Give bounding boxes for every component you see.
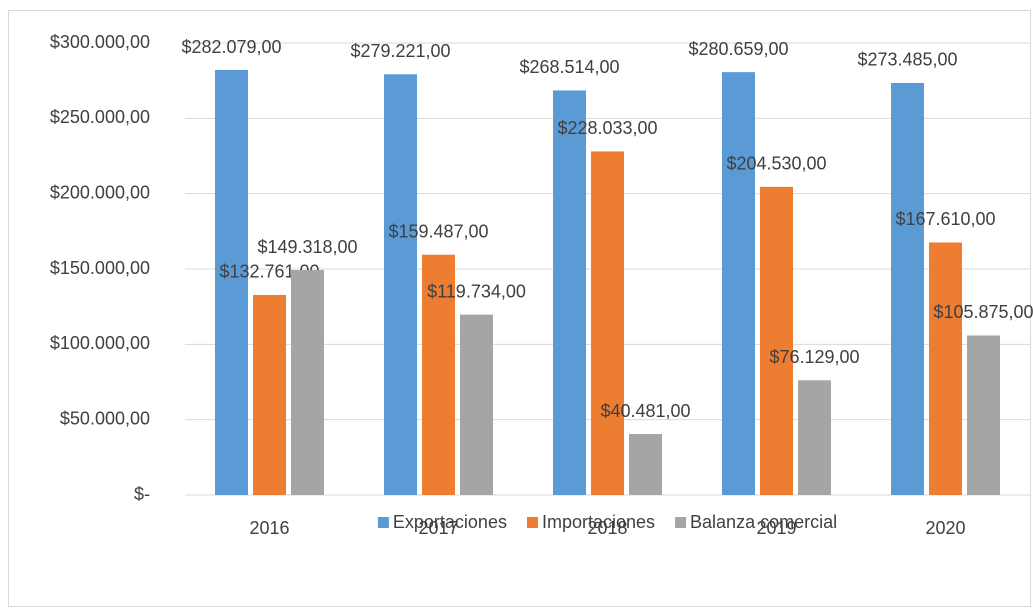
bar bbox=[929, 242, 962, 495]
y-tick-label: $50.000,00 bbox=[60, 408, 150, 428]
value-label: $268.514,00 bbox=[519, 57, 619, 77]
value-label: $167.610,00 bbox=[895, 209, 995, 229]
bar bbox=[384, 74, 417, 495]
bar bbox=[629, 434, 662, 495]
legend-label: Balanza comercial bbox=[690, 512, 837, 532]
y-tick-label: $200.000,00 bbox=[50, 182, 150, 202]
bar bbox=[891, 82, 924, 495]
value-label: $204.530,00 bbox=[726, 154, 826, 174]
bar bbox=[215, 70, 248, 495]
x-tick-label: 2017 bbox=[418, 518, 458, 538]
y-tick-label: $150.000,00 bbox=[50, 258, 150, 278]
value-label: $280.659,00 bbox=[688, 39, 788, 59]
bar bbox=[253, 294, 286, 495]
bar bbox=[422, 254, 455, 495]
value-label: $149.318,00 bbox=[257, 237, 357, 257]
bar bbox=[591, 151, 624, 495]
bar bbox=[553, 90, 586, 495]
y-tick-label: $- bbox=[134, 484, 150, 504]
bar bbox=[460, 314, 493, 495]
value-label: $279.221,00 bbox=[350, 41, 450, 61]
bar bbox=[760, 186, 793, 495]
value-label: $76.129,00 bbox=[769, 347, 859, 367]
x-tick-label: 2016 bbox=[249, 518, 289, 538]
x-tick-label: 2020 bbox=[925, 518, 965, 538]
value-label: $159.487,00 bbox=[388, 221, 488, 241]
legend-label: Importaciones bbox=[542, 512, 655, 532]
legend-label: Exportaciones bbox=[393, 512, 507, 532]
value-label: $105.875,00 bbox=[933, 302, 1033, 322]
legend-swatch bbox=[675, 517, 687, 528]
value-label: $119.734,00 bbox=[427, 281, 526, 301]
value-label: $273.485,00 bbox=[857, 50, 957, 70]
legend-swatch bbox=[526, 517, 538, 528]
value-label: $40.481,00 bbox=[600, 401, 690, 421]
bar bbox=[291, 270, 324, 495]
y-tick-label: $250.000,00 bbox=[50, 107, 150, 127]
y-tick-label: $100.000,00 bbox=[50, 333, 150, 353]
bar bbox=[722, 72, 755, 495]
chart-border bbox=[8, 10, 1031, 607]
legend-swatch bbox=[377, 517, 389, 528]
x-tick-label: 2018 bbox=[587, 518, 627, 538]
y-tick-label: $300.000,00 bbox=[50, 32, 150, 52]
bar bbox=[798, 380, 831, 495]
x-tick-label: 2019 bbox=[756, 518, 796, 538]
bar bbox=[967, 335, 1000, 495]
value-label: $228.033,00 bbox=[557, 118, 657, 138]
value-label: $282.079,00 bbox=[181, 37, 281, 57]
